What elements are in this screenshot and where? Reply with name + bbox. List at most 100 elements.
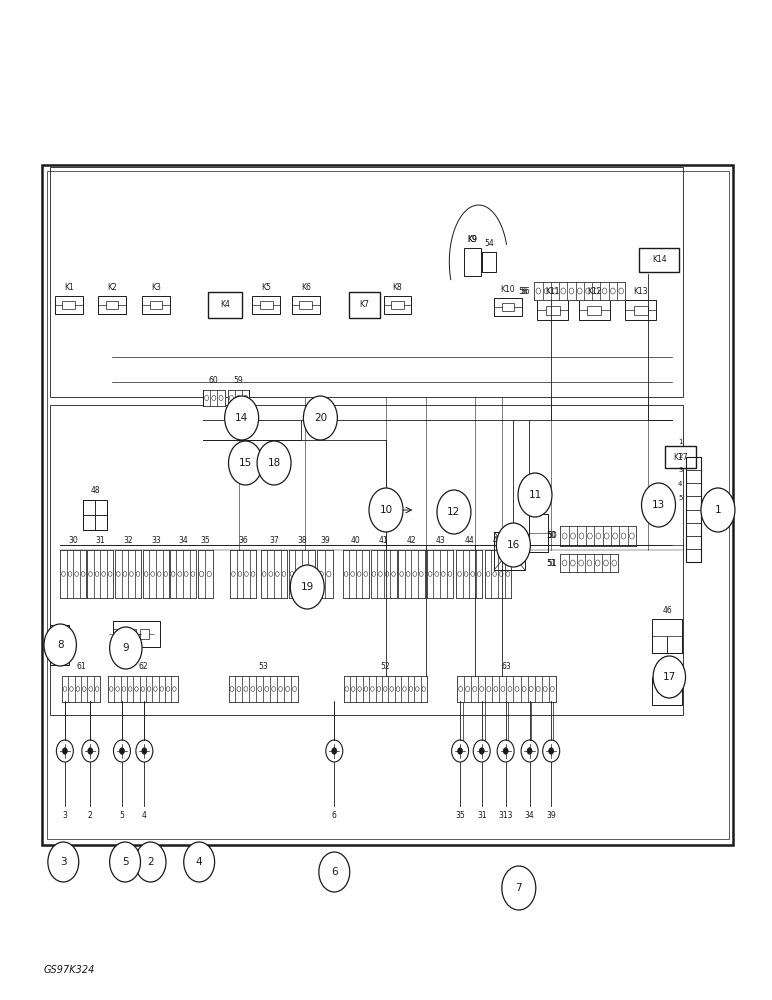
Bar — [205, 550, 213, 598]
Bar — [176, 550, 183, 598]
Bar — [95, 515, 107, 530]
Text: K11: K11 — [546, 287, 560, 296]
Bar — [127, 629, 136, 639]
Circle shape — [142, 748, 147, 754]
Circle shape — [164, 572, 168, 576]
Bar — [158, 676, 165, 702]
Bar — [128, 550, 134, 598]
Bar — [146, 676, 152, 702]
Bar — [686, 457, 701, 562]
Circle shape — [406, 572, 410, 576]
Circle shape — [269, 572, 273, 576]
Circle shape — [503, 748, 508, 754]
Text: 13: 13 — [652, 500, 665, 510]
Bar — [609, 282, 617, 300]
Circle shape — [357, 572, 361, 576]
Circle shape — [147, 687, 151, 691]
Bar — [300, 301, 312, 309]
Bar — [95, 500, 107, 515]
Bar — [140, 629, 149, 639]
Circle shape — [543, 686, 547, 692]
Bar — [529, 514, 548, 552]
Circle shape — [466, 686, 469, 692]
Circle shape — [135, 842, 166, 882]
Bar — [235, 390, 242, 406]
Text: 8: 8 — [57, 640, 63, 650]
Bar — [50, 405, 683, 715]
Circle shape — [459, 686, 462, 692]
Circle shape — [479, 748, 484, 754]
Circle shape — [123, 572, 127, 576]
Circle shape — [562, 533, 567, 539]
Bar — [98, 296, 126, 314]
Bar — [390, 550, 397, 598]
Circle shape — [238, 572, 242, 576]
Text: 31: 31 — [477, 811, 486, 820]
Circle shape — [319, 571, 323, 577]
Bar — [405, 550, 411, 598]
Circle shape — [515, 686, 519, 692]
Circle shape — [184, 842, 215, 882]
Text: 39: 39 — [320, 536, 330, 545]
Bar — [93, 550, 100, 598]
Bar — [357, 676, 363, 702]
Bar — [506, 676, 513, 702]
Bar — [63, 301, 75, 309]
Text: K1: K1 — [64, 283, 73, 292]
Circle shape — [290, 565, 324, 609]
Circle shape — [595, 560, 600, 566]
Text: 31: 31 — [96, 536, 105, 545]
Bar — [343, 550, 369, 598]
Circle shape — [185, 572, 188, 576]
Circle shape — [384, 687, 387, 691]
Bar — [302, 550, 309, 598]
Text: 44: 44 — [465, 536, 474, 545]
Bar — [456, 550, 462, 598]
Circle shape — [415, 687, 419, 691]
Bar — [469, 550, 476, 598]
Circle shape — [472, 686, 476, 692]
Text: K3: K3 — [151, 283, 161, 292]
Circle shape — [437, 490, 471, 534]
Circle shape — [506, 572, 510, 576]
Bar — [577, 554, 585, 572]
Circle shape — [357, 687, 361, 691]
Circle shape — [562, 560, 567, 566]
Circle shape — [251, 686, 255, 692]
Bar — [170, 550, 176, 598]
Circle shape — [88, 748, 93, 754]
Text: K2: K2 — [107, 283, 117, 292]
Circle shape — [151, 572, 154, 576]
Bar — [291, 676, 298, 702]
Bar — [398, 550, 425, 598]
Bar — [619, 526, 628, 546]
Bar — [249, 550, 256, 598]
Circle shape — [296, 572, 300, 576]
Text: 6: 6 — [332, 811, 337, 820]
Circle shape — [83, 687, 86, 691]
Circle shape — [364, 572, 367, 576]
Bar — [107, 550, 113, 598]
Circle shape — [95, 572, 99, 576]
Bar — [218, 390, 225, 406]
Circle shape — [258, 686, 262, 692]
Text: K10: K10 — [501, 285, 515, 294]
Bar — [476, 550, 482, 598]
Circle shape — [587, 560, 591, 566]
Bar — [349, 292, 380, 318]
Text: 43: 43 — [435, 536, 445, 545]
Text: 19: 19 — [300, 582, 314, 592]
Circle shape — [577, 288, 582, 294]
Circle shape — [108, 572, 112, 576]
Circle shape — [396, 687, 400, 691]
Circle shape — [471, 572, 475, 576]
Circle shape — [237, 686, 241, 692]
Text: 35: 35 — [201, 536, 210, 545]
Circle shape — [536, 288, 540, 294]
Bar — [236, 550, 243, 598]
Circle shape — [621, 533, 626, 539]
Bar — [427, 550, 434, 598]
Circle shape — [351, 687, 355, 691]
Bar — [686, 496, 701, 510]
Text: 50: 50 — [547, 532, 557, 540]
